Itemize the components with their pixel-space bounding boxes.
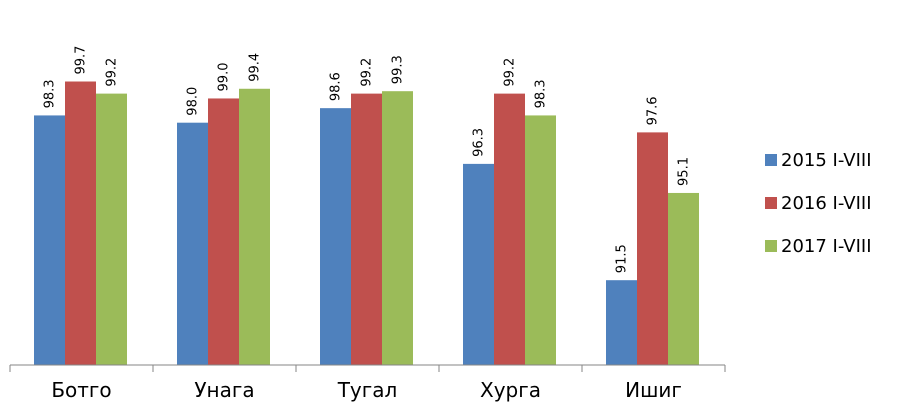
legend: 2015 I-VIII 2016 I-VIII 2017 I-VIII [765, 150, 872, 257]
data-label-0-1: 99.7 [74, 46, 89, 75]
data-label-1-1: 99.0 [217, 63, 232, 92]
legend-swatch-0 [765, 154, 777, 166]
bar-1-2 [239, 88, 270, 366]
bar-3-1 [494, 93, 525, 365]
bar-0-1 [65, 81, 96, 365]
legend-swatch-1 [765, 197, 777, 209]
bar-4-1 [637, 132, 668, 365]
category-label-2: Тугал [337, 378, 398, 402]
bar-4-0 [606, 280, 637, 365]
bar-1-0 [177, 122, 208, 365]
data-label-2-1: 99.2 [360, 58, 375, 87]
data-label-2-0: 98.6 [329, 72, 344, 101]
data-label-3-1: 99.2 [503, 58, 518, 87]
legend-label-0: 2015 I-VIII [781, 150, 872, 171]
x-axis: Ботго Унага Тугал Хурга Ишиг [9, 364, 726, 402]
data-label-0-0: 98.3 [43, 79, 58, 108]
data-label-3-0: 96.3 [472, 128, 487, 157]
data-labels-layer: 98.3 99.7 99.2 98.0 99.0 99.4 98.6 99.2 99.3 96.3… [43, 46, 692, 274]
data-label-1-0: 98.0 [186, 87, 201, 116]
bar-4-2 [668, 192, 699, 365]
data-label-4-2: 95.1 [677, 157, 692, 186]
bar-0-0 [34, 115, 65, 365]
bar-1-1 [208, 98, 239, 365]
bar-2-0 [320, 108, 351, 366]
bar-2-1 [351, 93, 382, 365]
data-label-0-2: 99.2 [105, 58, 120, 87]
data-label-1-2: 99.4 [248, 53, 263, 82]
category-label-3: Хурга [480, 378, 541, 402]
category-label-0: Ботго [51, 378, 111, 402]
category-label-4: Ишиг [625, 378, 682, 402]
bar-3-0 [463, 163, 494, 365]
bar-2-2 [382, 91, 413, 365]
legend-label-1: 2016 I-VIII [781, 193, 872, 214]
bar-0-2 [96, 93, 127, 365]
bars-layer [34, 81, 699, 366]
data-label-2-2: 99.3 [391, 55, 406, 84]
data-label-4-0: 91.5 [615, 244, 630, 273]
bar-3-2 [525, 115, 556, 365]
legend-label-2: 2017 I-VIII [781, 236, 872, 257]
category-label-1: Унага [194, 378, 254, 402]
data-label-4-1: 97.6 [646, 96, 661, 125]
data-label-3-2: 98.3 [534, 79, 549, 108]
legend-swatch-2 [765, 240, 777, 252]
